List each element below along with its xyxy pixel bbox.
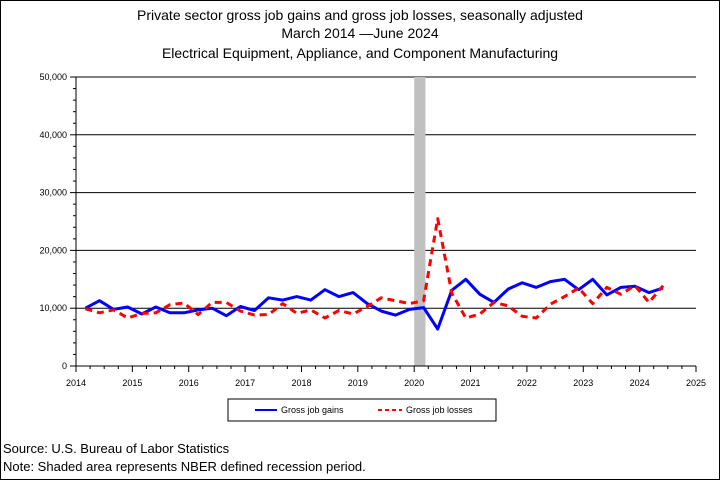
axes bbox=[75, 77, 696, 367]
x-tick-label: 2018 bbox=[291, 378, 311, 388]
y-tick-label: 20,000 bbox=[39, 245, 67, 255]
x-tick-label: 2025 bbox=[686, 378, 706, 388]
gridlines bbox=[76, 76, 696, 309]
x-tick-label: 2016 bbox=[179, 378, 199, 388]
recession-note: Note: Shaded area represents NBER define… bbox=[3, 459, 366, 474]
x-tick-label: 2023 bbox=[573, 378, 593, 388]
line-chart: 0 10,000 20,000 30,000 40,000 50,000 2014 2015… bbox=[39, 72, 706, 422]
y-tick-label: 30,000 bbox=[39, 188, 67, 198]
chart-subtitle-dates: March 2014 —June 2024 bbox=[281, 25, 439, 41]
recession-shading bbox=[414, 77, 426, 366]
y-tick-label: 40,000 bbox=[39, 130, 67, 140]
chart-title: Private sector gross job gains and gross… bbox=[137, 7, 583, 23]
gross-job-gains-line bbox=[84, 277, 664, 331]
x-tick-label: 2017 bbox=[235, 378, 255, 388]
x-axis-ticks: 2014 2015 2016 2017 2018 2019 2020 2021 2022 2023… bbox=[66, 366, 706, 388]
y-tick-label: 50,000 bbox=[39, 72, 67, 82]
x-tick-label: 2022 bbox=[517, 378, 537, 388]
y-tick-label: 0 bbox=[62, 361, 67, 371]
chart-legend: Gross job gains Gross job losses bbox=[227, 398, 497, 422]
x-tick-label: 2014 bbox=[66, 378, 86, 388]
legend-label: Gross job losses bbox=[406, 405, 473, 415]
legend-box bbox=[227, 398, 497, 422]
y-axis-ticks: 0 10,000 20,000 30,000 40,000 50,000 bbox=[39, 72, 76, 371]
y-tick-label: 10,000 bbox=[39, 303, 67, 313]
chart-subtitle-industry: Electrical Equipment, Appliance, and Com… bbox=[161, 45, 559, 61]
recession-bar bbox=[414, 77, 426, 366]
x-tick-label: 2021 bbox=[461, 378, 481, 388]
x-tick-label: 2024 bbox=[630, 378, 650, 388]
data-series bbox=[84, 217, 665, 331]
x-tick-label: 2019 bbox=[348, 378, 368, 388]
source-note: Source: U.S. Bureau of Labor Statistics bbox=[3, 441, 230, 456]
gross-job-losses-line bbox=[84, 217, 665, 320]
x-tick-label: 2015 bbox=[122, 378, 142, 388]
x-tick-label: 2020 bbox=[404, 378, 424, 388]
legend-label: Gross job gains bbox=[281, 405, 344, 415]
